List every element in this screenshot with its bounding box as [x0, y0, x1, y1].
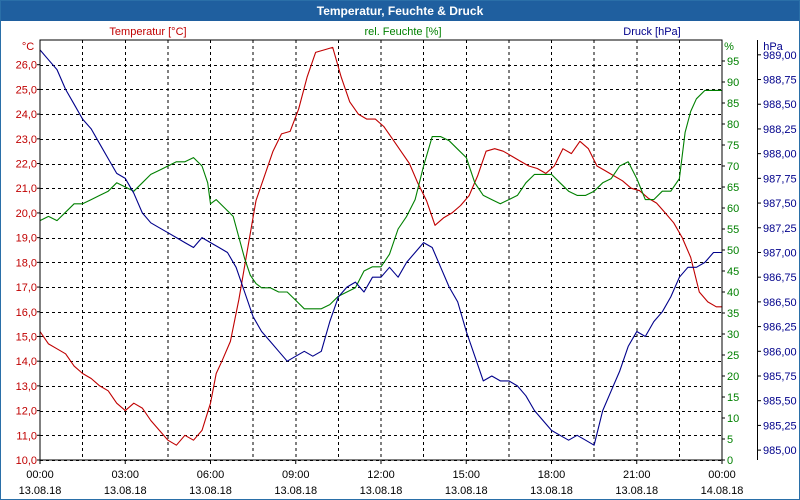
pressure-tick-label: 986,00: [763, 346, 797, 358]
x-tick-date: 13.08.18: [360, 485, 403, 497]
pressure-tick-label: 985,75: [763, 371, 797, 383]
pressure-tick-label: 989,00: [763, 50, 797, 62]
x-tick-date: 13.08.18: [189, 485, 232, 497]
temperature-tick-label: 11,0: [16, 430, 37, 442]
series-line-pressure: [39, 49, 722, 446]
x-tick-date: 13.08.18: [19, 485, 62, 497]
pressure-tick-label: 985,00: [763, 445, 797, 457]
x-tick-time: 21:00: [623, 469, 651, 481]
x-tick-date: 13.08.18: [530, 485, 573, 497]
temperature-tick-label: 17,0: [16, 282, 37, 294]
temperature-tick-label: 26,0: [16, 60, 37, 72]
series-line-humidity: [39, 89, 722, 310]
pressure-tick-label: 987,25: [763, 223, 797, 235]
pressure-tick-label: 986,50: [763, 297, 797, 309]
pressure-tick-label: 985,50: [763, 396, 797, 408]
x-tick-date: 13.08.18: [104, 485, 147, 497]
temperature-tick-label: 16,0: [16, 307, 37, 319]
temperature-tick-label: 24,0: [16, 109, 37, 121]
humidity-tick-label: 30: [727, 329, 739, 341]
temperature-tick-label: 19,0: [16, 233, 37, 245]
temperature-tick-label: 14,0: [16, 356, 37, 368]
temperature-tick-label: 15,0: [16, 331, 37, 343]
x-tick-date: 13.08.18: [445, 485, 488, 497]
humidity-tick-label: 60: [727, 203, 739, 215]
temperature-tick-label: 23,0: [16, 134, 37, 146]
x-tick-time: 09:00: [282, 469, 310, 481]
pressure-tick-label: 986,75: [763, 272, 797, 284]
temperature-tick-label: 12,0: [16, 406, 37, 418]
pressure-tick-label: 988,50: [763, 99, 797, 111]
pressure-tick-label: 988,75: [763, 75, 797, 87]
x-tick-time: 18:00: [538, 469, 566, 481]
humidity-tick-label: 40: [727, 287, 739, 299]
x-tick-date: 13.08.18: [274, 485, 317, 497]
humidity-tick-label: 0: [727, 455, 733, 467]
humidity-tick-label: 25: [727, 350, 739, 362]
temperature-tick-label: 22,0: [16, 159, 37, 171]
temperature-tick-label: 13,0: [16, 381, 37, 393]
pressure-axis-label: Druck [hPa]: [623, 26, 680, 38]
x-tick-time: 03:00: [111, 469, 139, 481]
humidity-tick-label: 65: [727, 182, 739, 194]
humidity-tick-label: 50: [727, 245, 739, 257]
x-tick-date: 14.08.18: [701, 485, 744, 497]
temperature-unit: °C: [22, 41, 34, 53]
humidity-tick-label: 80: [727, 119, 739, 131]
temperature-axis-label: Temperatur [°C]: [109, 26, 186, 38]
humidity-axis-label: rel. Feuchte [%]: [364, 26, 441, 38]
temperature-tick-label: 21,0: [16, 183, 37, 195]
x-tick-date: 13.08.18: [615, 485, 658, 497]
humidity-tick-label: 95: [727, 56, 739, 68]
pressure-tick-label: 987,00: [763, 247, 797, 259]
pressure-tick-label: 988,25: [763, 124, 797, 136]
chart-series-layer: [39, 46, 722, 446]
pressure-tick-label: 987,50: [763, 198, 797, 210]
temperature-tick-label: 18,0: [16, 257, 37, 269]
humidity-tick-label: 55: [727, 224, 739, 236]
humidity-tick-label: 45: [727, 266, 739, 278]
series-line-temperature: [39, 46, 722, 446]
chart-grid: [40, 40, 722, 461]
temperature-tick-label: 10,0: [16, 455, 37, 467]
pressure-tick-label: 988,00: [763, 149, 797, 161]
humidity-tick-label: 75: [727, 140, 739, 152]
x-tick-time: 15:00: [452, 469, 480, 481]
humidity-tick-label: 15: [727, 392, 739, 404]
chart-axes: 10,0 11,0 12,0 13,0 14,0 15,0 16,0 17,0 18,0 19,0…: [16, 26, 797, 497]
pressure-tick-label: 986,25: [763, 322, 797, 334]
humidity-tick-label: 10: [727, 413, 739, 425]
humidity-tick-label: 35: [727, 308, 739, 320]
x-tick-time: 06:00: [197, 469, 225, 481]
temperature-tick-label: 20,0: [16, 208, 37, 220]
humidity-tick-label: 85: [727, 98, 739, 110]
pressure-tick-label: 987,75: [763, 173, 797, 185]
pressure-unit: hPa: [763, 41, 783, 53]
humidity-tick-label: 5: [727, 434, 733, 446]
x-tick-time: 00:00: [26, 469, 54, 481]
humidity-tick-label: 90: [727, 77, 739, 89]
x-tick-time: 00:00: [708, 469, 736, 481]
chart-title: Temperatur, Feuchte & Druck: [1, 1, 799, 21]
temperature-tick-label: 25,0: [16, 84, 37, 96]
pressure-tick-label: 985,25: [763, 420, 797, 432]
humidity-unit: %: [724, 41, 734, 53]
x-tick-time: 12:00: [367, 469, 395, 481]
humidity-tick-label: 20: [727, 371, 739, 383]
humidity-tick-label: 70: [727, 161, 739, 173]
